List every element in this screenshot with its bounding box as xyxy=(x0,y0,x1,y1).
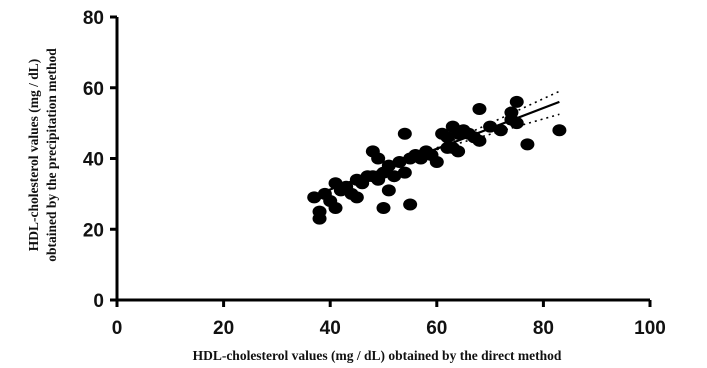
confidence-band-upper xyxy=(436,90,560,149)
tick-labels: 0 20 40 60 80 100 0 20 40 60 80 xyxy=(83,8,666,339)
x-tick-label: 20 xyxy=(213,318,234,339)
data-point xyxy=(387,170,402,183)
data-point xyxy=(397,127,412,140)
data-point xyxy=(472,102,487,115)
x-tick-label: 0 xyxy=(112,318,123,339)
confidence-band xyxy=(436,90,560,151)
x-tick-label: 100 xyxy=(634,318,666,339)
data-point xyxy=(429,156,444,169)
data-point xyxy=(451,145,466,158)
axes xyxy=(110,15,652,307)
data-point xyxy=(397,166,412,179)
data-point xyxy=(371,152,386,165)
data-point xyxy=(472,134,487,147)
data-point xyxy=(493,124,508,137)
data-point xyxy=(520,138,535,151)
data-point xyxy=(504,106,519,119)
y-axis-label: HDL-cholesterol values (mg / dL) obtaine… xyxy=(26,48,59,262)
regression-line-path xyxy=(313,100,560,197)
data-point xyxy=(312,205,327,218)
data-point xyxy=(552,124,567,137)
y-tick-label: 0 xyxy=(93,291,104,312)
data-point xyxy=(440,131,455,144)
y-axis-label-line1: HDL-cholesterol values (mg / dL) xyxy=(26,59,41,252)
x-tick-label: 80 xyxy=(533,318,554,339)
y-tick-label: 40 xyxy=(83,150,104,171)
x-tick-label: 60 xyxy=(426,318,447,339)
data-point xyxy=(376,202,391,215)
data-point xyxy=(328,202,343,215)
data-point xyxy=(381,184,396,197)
x-tick-label: 40 xyxy=(320,318,341,339)
data-point xyxy=(509,95,524,108)
regression-line xyxy=(313,100,560,197)
y-tick-label: 80 xyxy=(83,8,104,29)
x-axis-label: HDL-cholesterol values (mg / dL) obtaine… xyxy=(193,348,562,363)
y-tick-label: 60 xyxy=(83,79,104,100)
data-point xyxy=(403,198,418,211)
y-axis-label-line2: obtained by the precipitation method xyxy=(44,48,59,262)
y-tick-label: 20 xyxy=(83,220,104,241)
data-point xyxy=(349,191,364,204)
